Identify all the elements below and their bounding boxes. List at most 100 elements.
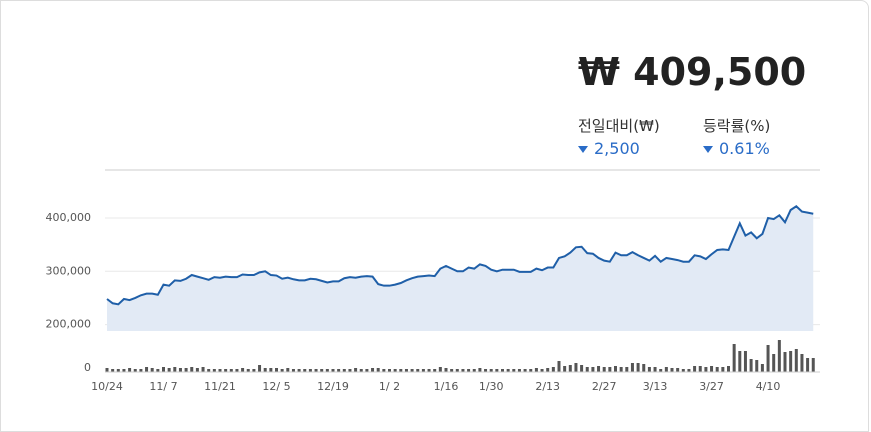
- volume-bar: [630, 363, 634, 372]
- volume-bar: [551, 367, 555, 372]
- volume-bar: [280, 369, 284, 372]
- volume-bar: [388, 369, 391, 372]
- volume-bar: [235, 369, 239, 372]
- volume-bar: [297, 369, 301, 372]
- x-tick-label: 12/ 5: [262, 380, 290, 393]
- price-line: [106, 204, 814, 306]
- volume-bar: [568, 365, 572, 372]
- volume-bar: [693, 366, 697, 372]
- volume-bar: [365, 369, 369, 372]
- volume-bar: [156, 369, 160, 372]
- y-tick-label: 300,000: [46, 264, 92, 277]
- volume-bar: [760, 364, 764, 372]
- volume-bar: [399, 369, 403, 372]
- volume-bar: [433, 369, 437, 372]
- change: 2,500: [578, 139, 640, 158]
- volume-bar: [444, 368, 448, 372]
- x-tick-label: 1/16: [434, 380, 459, 393]
- volume-bar: [664, 367, 668, 372]
- volume-bar: [642, 364, 646, 372]
- volume-bar: [766, 345, 770, 372]
- change-label: 전일대비(₩): [578, 117, 660, 135]
- volume-bar: [653, 367, 657, 372]
- volume-bar: [275, 368, 278, 372]
- volume-bar: [162, 367, 165, 372]
- volume-bar: [523, 369, 527, 372]
- volume-bar: [687, 369, 691, 372]
- volume-bar: [173, 367, 177, 372]
- volume-bar: [749, 359, 753, 372]
- volume-bar: [489, 369, 493, 372]
- y-tick-label: 200,000: [46, 318, 92, 331]
- volume-bar: [139, 369, 143, 372]
- volume-bar: [467, 369, 471, 372]
- volume-bar: [591, 367, 595, 372]
- volume-bar: [331, 369, 335, 372]
- volume-bar: [354, 368, 358, 372]
- volume-bar: [461, 369, 465, 372]
- x-tick-label: 4/10: [756, 380, 781, 393]
- volume-bar: [416, 369, 420, 372]
- volume-bar: [506, 369, 510, 372]
- volume-bar: [681, 369, 685, 372]
- volume-bar: [721, 367, 725, 372]
- volume-bar: [438, 367, 442, 372]
- volume-bar: [105, 368, 109, 372]
- volume-bar: [201, 367, 205, 372]
- volume-bar: [698, 366, 702, 372]
- volume-bar: [303, 369, 307, 372]
- volume-bar: [263, 368, 267, 372]
- volume-bar: [128, 368, 132, 372]
- volume-bar: [308, 369, 312, 372]
- volume-bar: [410, 369, 414, 372]
- volume-bar: [246, 369, 250, 372]
- y2-tick-label: 0: [84, 361, 91, 374]
- volume-bar: [563, 366, 567, 372]
- volume-bar: [517, 369, 521, 372]
- volume-bar: [421, 369, 425, 372]
- volume-bar: [772, 354, 776, 372]
- volume-bar: [178, 368, 182, 372]
- rate: 0.61%: [703, 139, 770, 158]
- volume-bar: [111, 369, 115, 372]
- volume-bar: [529, 369, 533, 372]
- y-tick-label: 400,000: [46, 211, 92, 224]
- volume-bar: [580, 365, 584, 372]
- volume-bar: [371, 368, 375, 372]
- volume-bar: [534, 368, 538, 372]
- volume-bar: [495, 369, 499, 372]
- x-tick-label: 1/ 2: [379, 380, 400, 393]
- volume-bar: [286, 368, 290, 372]
- rate-value: 0.61%: [719, 139, 770, 158]
- volume-bar: [647, 367, 651, 372]
- volume-bar: [704, 367, 708, 372]
- volume-bar: [777, 340, 781, 372]
- volume-bar: [184, 368, 188, 372]
- volume-bar: [478, 368, 482, 372]
- volume-bar: [207, 369, 211, 372]
- volume-bar: [794, 349, 798, 372]
- volume-bar: [342, 369, 346, 372]
- volume-bar: [602, 367, 606, 372]
- chart: 200,000 300,000 400,000 010/24 11/ 7 11/21 12/…: [46, 169, 820, 393]
- volume-bar: [670, 368, 674, 372]
- volume-bar: [212, 369, 216, 372]
- volume-bar: [195, 368, 199, 372]
- price-area: [107, 206, 814, 331]
- volume-bar: [229, 369, 233, 372]
- volume-bar: [252, 369, 256, 372]
- volume-bar: [540, 369, 544, 372]
- volume-bar: [472, 369, 476, 372]
- volume-bar: [314, 369, 318, 372]
- volume-bar: [320, 369, 324, 372]
- volume-bar: [337, 369, 341, 372]
- volume-bar: [608, 367, 612, 372]
- volume-bar: [512, 369, 516, 372]
- volume-bar: [325, 369, 329, 372]
- volume-bar: [404, 369, 408, 372]
- price: ₩ 409,500: [578, 50, 807, 94]
- volume-bar: [393, 369, 397, 372]
- volume-bar: [755, 360, 759, 372]
- volume-bar: [122, 369, 126, 372]
